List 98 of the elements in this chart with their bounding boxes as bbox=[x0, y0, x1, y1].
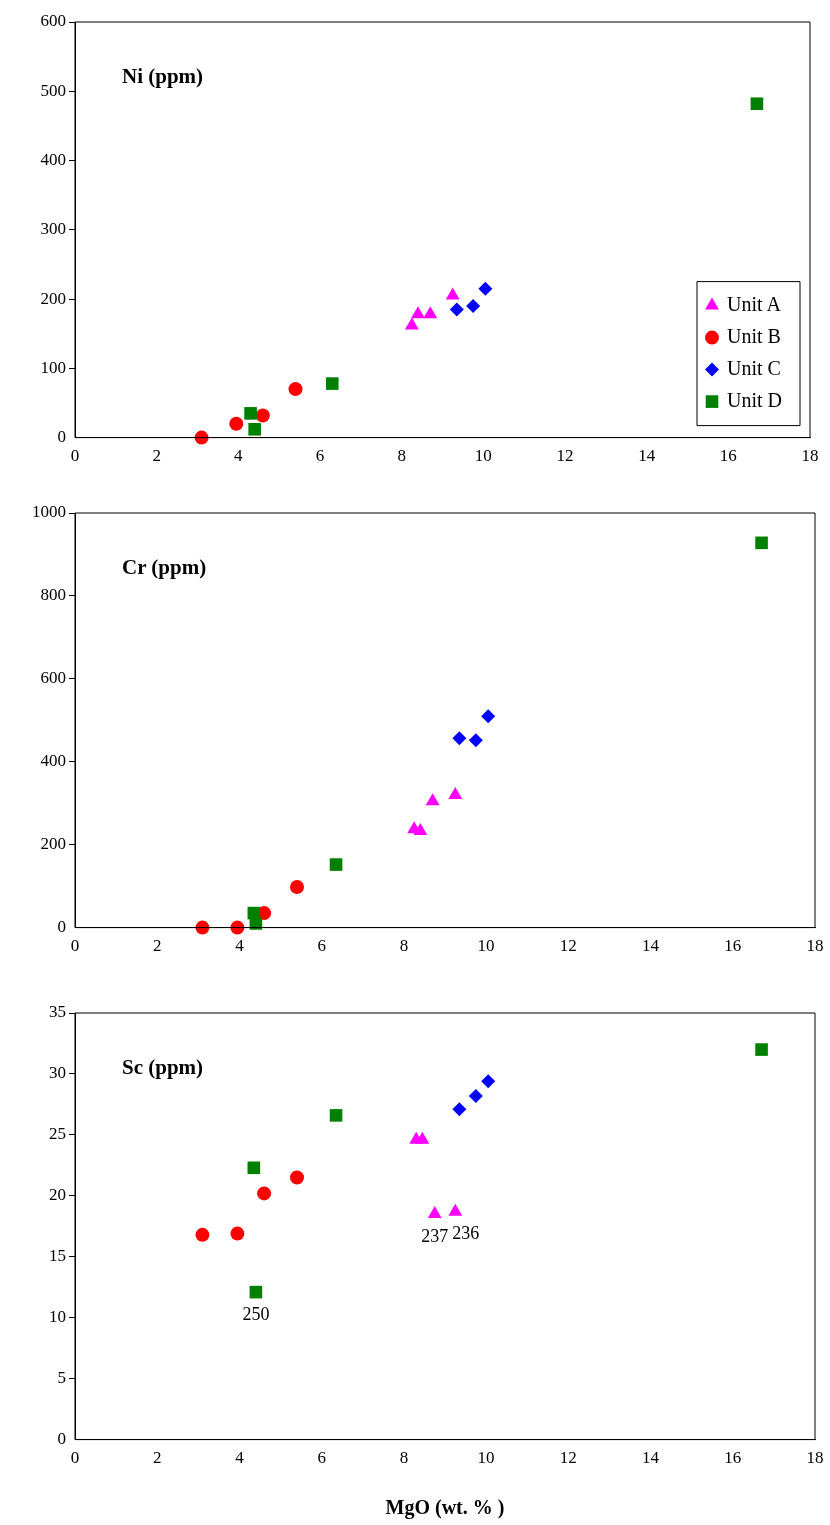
point bbox=[290, 1170, 304, 1185]
x-tick-label: 6 bbox=[317, 1448, 326, 1468]
point bbox=[288, 382, 303, 397]
point bbox=[755, 1043, 768, 1056]
legend-label: Unit A bbox=[727, 292, 782, 315]
x-tick-label: 4 bbox=[235, 936, 245, 956]
x-tick-label: 6 bbox=[317, 936, 326, 956]
point bbox=[481, 1074, 496, 1089]
point bbox=[423, 306, 438, 319]
text: Sc (ppm) bbox=[122, 1055, 204, 1080]
y-tick-label: 0 bbox=[57, 427, 66, 447]
annotation: 250 bbox=[242, 1303, 270, 1324]
point bbox=[247, 1161, 261, 1175]
x-tick-label: 12 bbox=[559, 1448, 577, 1468]
y-tick-label: 1000 bbox=[32, 502, 66, 522]
point bbox=[255, 408, 270, 423]
y-tick-label: 300 bbox=[40, 219, 66, 239]
y-tick-label: 15 bbox=[49, 1246, 66, 1266]
point bbox=[448, 1203, 463, 1216]
x-tick-label: 18 bbox=[801, 446, 819, 466]
point bbox=[404, 317, 419, 330]
x-tick-label: 4 bbox=[234, 446, 244, 466]
point bbox=[411, 306, 425, 319]
x-tick-label: 2 bbox=[152, 446, 161, 466]
y-tick-label: 200 bbox=[40, 288, 66, 308]
point bbox=[452, 1102, 467, 1117]
point bbox=[329, 858, 343, 871]
point bbox=[468, 1088, 483, 1103]
x-tick-label: 14 bbox=[642, 1448, 660, 1468]
y-tick-label: 800 bbox=[40, 585, 66, 605]
x-tick-label: 8 bbox=[399, 936, 409, 956]
x-tick-label: 10 bbox=[477, 1448, 495, 1468]
point bbox=[452, 731, 467, 746]
x-tick-label: 2 bbox=[152, 936, 162, 956]
point bbox=[230, 1226, 245, 1241]
x-tick-label: 2 bbox=[152, 1448, 162, 1468]
x-tick-label: 0 bbox=[70, 936, 80, 956]
point bbox=[195, 1227, 210, 1242]
point bbox=[249, 917, 263, 930]
annotation: 236 bbox=[452, 1223, 480, 1244]
point bbox=[478, 281, 493, 296]
y-tick-label: 0 bbox=[57, 1429, 66, 1449]
x-tick-label: 10 bbox=[474, 446, 492, 466]
legend-label: Unit D bbox=[727, 388, 782, 411]
point bbox=[468, 733, 483, 748]
x-tick-label: 0 bbox=[70, 1448, 80, 1468]
y-tick-label: 500 bbox=[40, 80, 66, 100]
point bbox=[413, 823, 428, 835]
x-tick-label: 0 bbox=[70, 446, 80, 466]
point bbox=[244, 407, 257, 420]
point bbox=[249, 1285, 263, 1299]
y-tick-label: 5 bbox=[57, 1368, 66, 1388]
point bbox=[750, 97, 764, 111]
y-tick-label: 100 bbox=[40, 357, 66, 377]
x-tick-label: 14 bbox=[642, 936, 660, 956]
y-tick-label: 10 bbox=[49, 1307, 66, 1327]
y-tick-label: 25 bbox=[49, 1124, 66, 1144]
x-tick-label: 12 bbox=[556, 446, 574, 466]
x-tick-label: 4 bbox=[235, 1448, 245, 1468]
point bbox=[248, 422, 261, 436]
y-tick-label: 35 bbox=[49, 1002, 66, 1022]
x-tick-label: 18 bbox=[806, 1448, 824, 1468]
x-tick-label: 6 bbox=[315, 446, 325, 466]
y-tick-label: 400 bbox=[40, 150, 66, 169]
x-tick-label: 14 bbox=[638, 446, 656, 466]
y-tick-label: 0 bbox=[57, 917, 66, 937]
x-tick-label: 16 bbox=[719, 446, 737, 466]
point bbox=[257, 1186, 272, 1201]
x-tick-label: 8 bbox=[397, 446, 406, 466]
y-tick-label: 600 bbox=[40, 11, 66, 31]
y-tick-label: 200 bbox=[40, 834, 66, 854]
point bbox=[466, 298, 481, 313]
legend-label: Unit C bbox=[727, 356, 781, 379]
x-tick-label: 16 bbox=[724, 1448, 742, 1468]
y-tick-label: 400 bbox=[40, 751, 66, 771]
point bbox=[427, 1206, 442, 1219]
x-axis-title: MgO (wt. % ) bbox=[385, 1496, 505, 1520]
point bbox=[325, 377, 339, 390]
point bbox=[755, 536, 768, 550]
point bbox=[290, 879, 304, 894]
legend-label: Unit B bbox=[727, 324, 781, 347]
annotation: 237 bbox=[421, 1225, 449, 1246]
x-tick-label: 18 bbox=[806, 936, 824, 956]
point bbox=[481, 709, 496, 724]
y-tick-label: 20 bbox=[49, 1185, 66, 1205]
y-tick-label: 600 bbox=[40, 668, 66, 688]
x-tick-label: 12 bbox=[559, 936, 577, 956]
text: Ni (ppm) bbox=[122, 64, 204, 89]
point bbox=[425, 793, 440, 806]
text: Cr (ppm) bbox=[122, 555, 207, 580]
point bbox=[329, 1109, 343, 1122]
point bbox=[445, 287, 460, 300]
x-tick-label: 16 bbox=[724, 936, 742, 956]
x-tick-label: 8 bbox=[399, 1448, 409, 1468]
point bbox=[449, 302, 464, 317]
point bbox=[229, 416, 244, 431]
y-tick-label: 30 bbox=[49, 1063, 66, 1083]
x-tick-label: 10 bbox=[477, 936, 495, 956]
